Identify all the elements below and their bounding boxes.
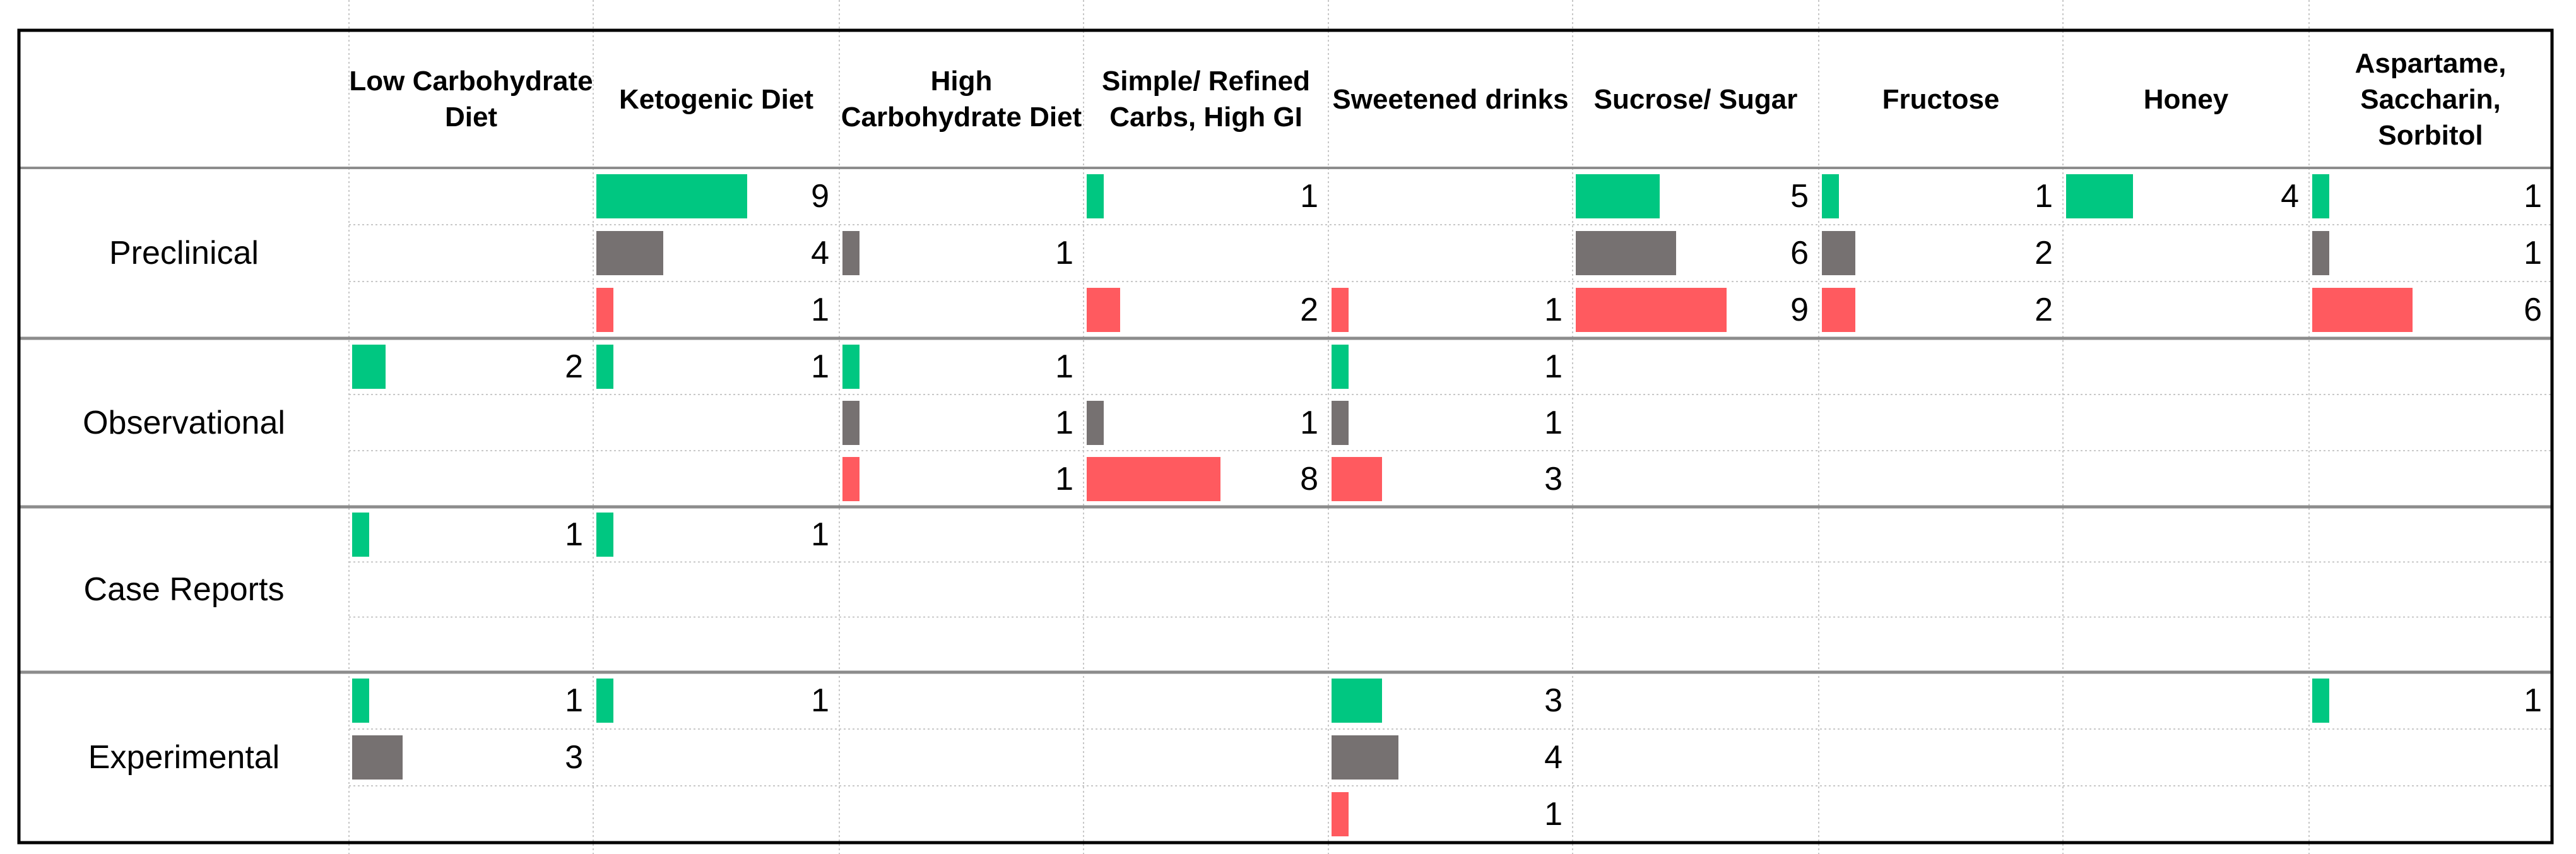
- bar-observational-r3-c3: [842, 456, 860, 501]
- bar-experimental-r1-c9: [2312, 679, 2329, 723]
- value-label-preclinical-r1-c8: 4: [2281, 178, 2299, 215]
- bar-preclinical-r1-c6: [1576, 174, 1660, 218]
- value-label-experimental-r2-c1: 3: [565, 739, 583, 776]
- bar-preclinical-r3-c4: [1087, 288, 1120, 332]
- value-label-case-reports-r1-c1: 1: [565, 516, 583, 553]
- value-label-experimental-r1-c1: 1: [565, 682, 583, 719]
- column-header-8: Honey: [2143, 83, 2229, 115]
- value-label-observational-r3-c4: 8: [1300, 460, 1318, 497]
- value-label-observational-r3-c3: 1: [1055, 460, 1073, 497]
- value-label-preclinical-r1-c7: 1: [2035, 178, 2053, 215]
- value-label-experimental-r1-c2: 1: [811, 682, 829, 719]
- row-group-label-experimental: Experimental: [88, 739, 280, 776]
- column-header-1: Low Carbohydrate Diet: [349, 66, 593, 133]
- value-label-observational-r1-c5: 1: [1544, 348, 1563, 385]
- bar-observational-r2-c5: [1332, 400, 1349, 445]
- bar-preclinical-r3-c7: [1822, 288, 1855, 332]
- value-label-experimental-r1-c9: 1: [2524, 682, 2542, 719]
- column-header-9: Aspartame, Saccharin, Sorbitol: [2354, 47, 2507, 151]
- value-label-experimental-r2-c5: 4: [1544, 739, 1563, 776]
- value-label-preclinical-r1-c4: 1: [1300, 178, 1318, 215]
- bar-preclinical-r1-c7: [1822, 174, 1839, 218]
- value-label-preclinical-r3-c5: 1: [1544, 292, 1563, 328]
- bar-preclinical-r2-c7: [1822, 231, 1855, 275]
- value-label-preclinical-r2-c3: 1: [1055, 235, 1073, 271]
- bar-experimental-r3-c5: [1332, 792, 1349, 836]
- bar-preclinical-r2-c6: [1576, 231, 1676, 275]
- column-header-3: High Carbohydrate Diet: [841, 66, 1082, 133]
- bar-case-reports-r1-c1: [352, 512, 369, 557]
- value-label-observational-r3-c5: 3: [1544, 460, 1563, 497]
- bar-preclinical-r3-c2: [596, 288, 613, 332]
- column-header-5: Sweetened drinks: [1332, 83, 1569, 115]
- bar-observational-r1-c5: [1332, 344, 1349, 389]
- bar-preclinical-r1-c9: [2312, 174, 2329, 218]
- column-header-7: Fructose: [1882, 83, 2000, 115]
- value-label-preclinical-r1-c6: 5: [1790, 178, 1809, 215]
- value-label-observational-r2-c5: 1: [1544, 404, 1563, 441]
- bar-preclinical-r2-c9: [2312, 231, 2329, 275]
- bar-preclinical-r1-c2: [596, 174, 747, 218]
- bar-preclinical-r2-c3: [842, 231, 860, 275]
- bar-experimental-r2-c1: [352, 735, 403, 780]
- value-label-preclinical-r3-c9: 6: [2524, 292, 2542, 328]
- value-label-preclinical-r3-c7: 2: [2035, 292, 2053, 328]
- bar-experimental-r2-c5: [1332, 735, 1398, 780]
- bar-observational-r2-c3: [842, 400, 860, 445]
- value-label-preclinical-r3-c6: 9: [1790, 292, 1809, 328]
- value-label-experimental-r1-c5: 3: [1544, 682, 1563, 719]
- value-label-preclinical-r1-c2: 9: [811, 178, 829, 215]
- bar-observational-r3-c5: [1332, 456, 1382, 501]
- bar-preclinical-r2-c2: [596, 231, 663, 275]
- column-header-6: Sucrose/ Sugar: [1593, 83, 1798, 115]
- bar-experimental-r1-c2: [596, 679, 613, 723]
- bar-observational-r3-c4: [1087, 456, 1220, 501]
- bar-observational-r2-c4: [1087, 400, 1104, 445]
- row-group-label-observational: Observational: [83, 404, 285, 441]
- value-label-preclinical-r2-c7: 2: [2035, 235, 2053, 271]
- value-label-preclinical-r3-c2: 1: [811, 292, 829, 328]
- bar-case-reports-r1-c2: [596, 512, 613, 557]
- bar-observational-r1-c1: [352, 344, 386, 389]
- value-label-observational-r1-c3: 1: [1055, 348, 1073, 385]
- value-label-observational-r1-c1: 2: [565, 348, 583, 385]
- row-group-label-case-reports: Case Reports: [83, 571, 285, 608]
- value-label-preclinical-r2-c2: 4: [811, 235, 829, 271]
- value-label-observational-r2-c3: 1: [1055, 404, 1073, 441]
- value-label-preclinical-r1-c9: 1: [2524, 178, 2542, 215]
- value-label-experimental-r3-c5: 1: [1544, 796, 1563, 833]
- table-border: [17, 28, 2554, 845]
- bar-experimental-r1-c1: [352, 679, 369, 723]
- bar-preclinical-r3-c6: [1576, 288, 1727, 332]
- bar-preclinical-r3-c5: [1332, 288, 1349, 332]
- row-group-label-preclinical: Preclinical: [109, 235, 259, 271]
- column-header-2: Ketogenic Diet: [618, 83, 814, 115]
- value-label-observational-r1-c2: 1: [811, 348, 829, 385]
- bar-preclinical-r1-c4: [1087, 174, 1104, 218]
- bar-observational-r1-c3: [842, 344, 860, 389]
- value-label-case-reports-r1-c2: 1: [811, 516, 829, 553]
- value-label-observational-r2-c4: 1: [1300, 404, 1318, 441]
- bar-preclinical-r3-c9: [2312, 288, 2413, 332]
- value-label-preclinical-r2-c9: 1: [2524, 235, 2542, 271]
- value-label-preclinical-r2-c6: 6: [1790, 235, 1809, 271]
- value-label-preclinical-r3-c4: 2: [1300, 292, 1318, 328]
- bar-observational-r1-c2: [596, 344, 613, 389]
- bar-experimental-r1-c5: [1332, 679, 1382, 723]
- bar-preclinical-r1-c8: [2066, 174, 2133, 218]
- column-header-4: Simple/ Refined Carbs, High GI: [1101, 66, 1311, 133]
